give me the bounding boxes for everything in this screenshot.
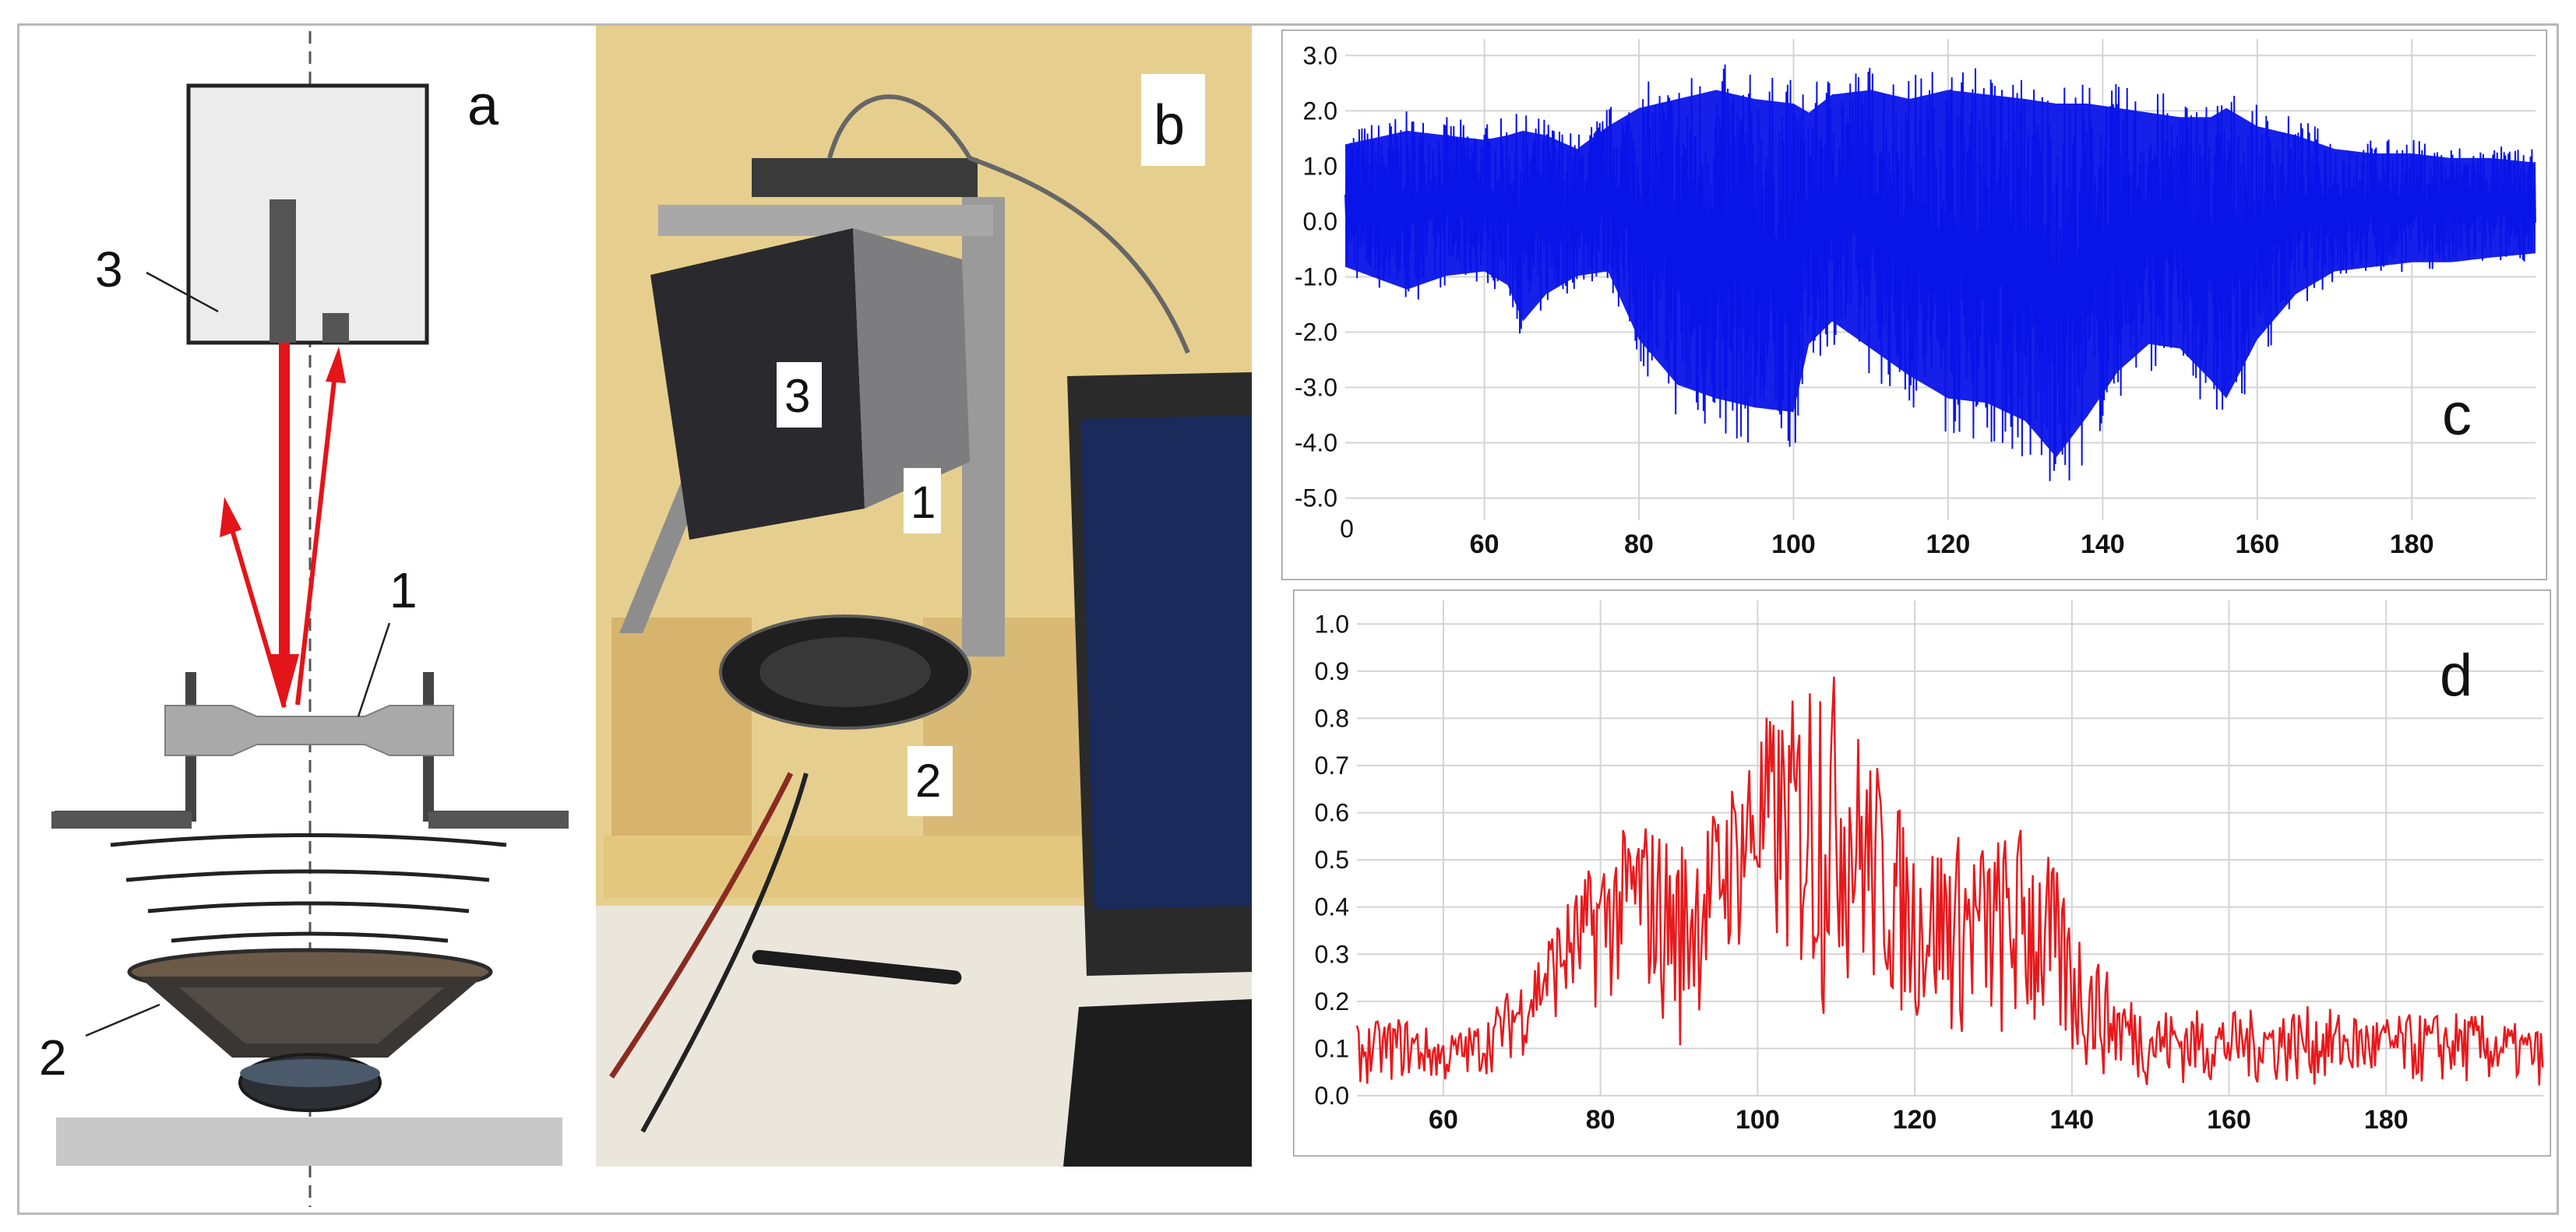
y-tick-label: 0.3 [1315,940,1349,968]
callout-1-a: 1 [389,562,418,618]
x-tick-label: 100 [1771,530,1816,559]
y-tick-label: 1.0 [1303,152,1337,180]
chart-d-svg: 1.0 0.9 0.8 0.7 0.6 0.5 0.4 0.3 0.2 0.1 0.0 60 80 10… [1293,590,2551,1156]
setup-photo: 3 1 2 b [596,26,1252,1167]
panel-c-chart: 3.0 2.0 1.0 0.0 -1.0 -2.0 -3.0 -4.0 -5.0 60 80 100… [1281,30,2547,580]
panel-a-schematic: 3 a 1 2 [23,31,584,1207]
y-tick-label: 0.8 [1315,704,1349,732]
x-tick-label: 120 [1893,1105,1937,1135]
photo-speaker-inner [759,637,931,707]
sensor-detector-tall [270,199,296,343]
callout-2-leader [85,1003,160,1037]
y-tick-label: 0.2 [1315,987,1349,1016]
chart-c-svg: 3.0 2.0 1.0 0.0 -1.0 -2.0 -3.0 -4.0 -5.0 60 80 100… [1281,30,2547,580]
x-tick-label: 80 [1624,530,1654,559]
laser-incident-beam [279,343,290,685]
sensor-detector-short [322,313,349,343]
laptop-screen [1080,415,1252,910]
x-tick-label: 160 [2207,1105,2251,1135]
electronics-board [752,158,978,197]
y-tick-label: -4.0 [1295,429,1337,457]
x-tick-label: 140 [2049,1105,2094,1135]
laptop-base [1063,999,1252,1167]
clamp-left-base [51,811,192,829]
x-tick-label: 120 [1926,530,1971,559]
laser-reflected-arrowhead [326,347,346,383]
pen [752,949,962,985]
y-tick-label: 0.9 [1315,657,1349,685]
speaker-magnet-ring [240,1059,380,1087]
x-tick-label: 60 [1470,530,1499,559]
y-tick-label: 0.6 [1315,799,1349,827]
red-cable [609,772,794,1079]
x-tick-label: 80 [1586,1105,1616,1135]
schematic-drawing: 3 a 1 2 [39,31,569,1207]
y-tick-label: -3.0 [1295,374,1337,402]
callout-2-b: 2 [915,755,941,807]
callout-1-leader [357,622,391,717]
y-tick-label: -5.0 [1295,484,1337,512]
y-tick-label: 1.0 [1315,610,1349,638]
y-tick-label: -1.0 [1295,262,1337,290]
photo-callout-2-box [907,746,953,816]
callout-1-b: 1 [911,477,936,528]
panel-b-photo: 3 1 2 b [596,26,1252,1167]
cable-top [827,94,1190,354]
specimen-dogbone [164,705,454,756]
x-tick-label: 180 [2390,530,2434,559]
callout-3-leader [146,271,219,313]
y-tick-label: -2.0 [1295,318,1337,346]
y-tick-label: 0.4 [1315,893,1349,921]
panel-d-chart: 1.0 0.9 0.8 0.7 0.6 0.5 0.4 0.3 0.2 0.1 0.0 60 80 10… [1293,590,2551,1156]
y-tick-label: 0.0 [1303,207,1337,235]
photo-callout-3-box [777,362,822,428]
sound-wave-3 [147,901,470,913]
wooden-platform [604,836,1087,898]
x-tick-label: 100 [1736,1105,1780,1135]
panel-c-label: c [2442,382,2472,448]
signal-envelope-fill [1345,90,2535,458]
x-tick-label: 60 [1429,1105,1458,1135]
clamp-right-base [428,811,569,829]
y-tick-label: 0.5 [1315,846,1349,874]
panel-d-label: d [2440,642,2472,709]
y-tick-label: 0.7 [1315,752,1349,780]
y-tick-label: 3.0 [1303,41,1337,69]
callout-3-b: 3 [784,370,810,422]
x-tick-label: 180 [2364,1105,2409,1135]
y-tick-label: 2.0 [1303,97,1337,125]
laser-scattered-beam [227,521,287,708]
photo-callout-1-box [904,468,941,533]
laser-incident-arrowhead [270,654,299,709]
base-plate [56,1118,562,1166]
black-cable [640,773,809,1133]
laser-scattered-arrowhead [220,497,241,537]
photo-sensor-box-side [853,228,970,509]
signal-trace [1355,676,2544,1086]
sensor-housing [186,83,429,345]
x-tick-label: 140 [2081,530,2125,559]
photo-panel-label-box [1141,74,1205,166]
photo-sensor-box [650,228,865,540]
metal-frame-top [658,205,993,236]
sound-wave-4 [171,931,449,943]
panel-a-label: a [467,75,499,137]
laser-reflected-beam [295,373,337,706]
callout-3-a: 3 [95,241,123,297]
y-tick-label: 0.1 [1315,1034,1349,1062]
callout-2-a: 2 [39,1030,67,1086]
panel-b-label: b [1154,94,1185,157]
x-tick-label: 160 [2235,530,2279,559]
sound-wave-2 [125,869,490,882]
y-tick-label: 0.0 [1315,1082,1349,1110]
x-origin-label: 0 [1340,515,1354,543]
chart-d-border [1293,590,2551,1156]
speaker-cone-highlight [179,987,444,1044]
metal-frame-right [962,197,1005,656]
sound-wave-1 [110,833,507,847]
